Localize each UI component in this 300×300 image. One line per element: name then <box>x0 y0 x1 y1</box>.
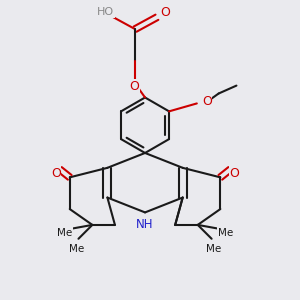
Text: O: O <box>129 80 139 93</box>
Text: Me: Me <box>57 228 72 238</box>
Text: O: O <box>229 167 239 180</box>
Text: HO: HO <box>97 7 114 17</box>
Text: O: O <box>51 167 61 180</box>
Text: NH: NH <box>136 218 154 231</box>
Text: Me: Me <box>69 244 84 254</box>
Text: O: O <box>202 95 211 108</box>
Text: Me: Me <box>206 244 221 254</box>
Text: Me: Me <box>218 228 233 238</box>
Text: O: O <box>160 6 170 19</box>
